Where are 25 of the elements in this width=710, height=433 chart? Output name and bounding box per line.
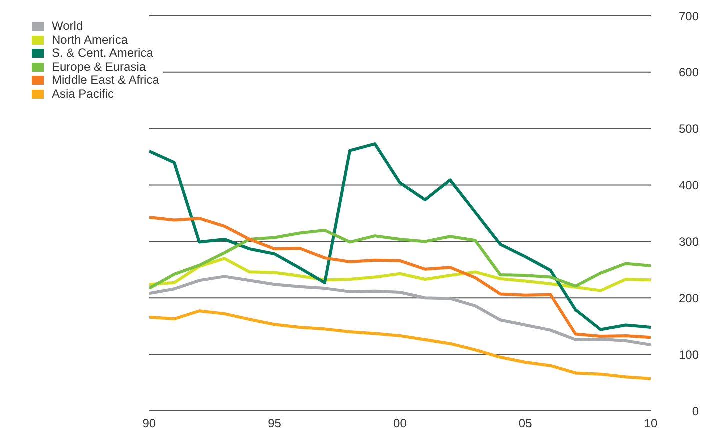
legend-label: World — [52, 19, 84, 34]
legend-label: Middle East & Africa — [52, 73, 160, 88]
line-series — [149, 216, 651, 340]
legend-label: S. & Cent. America — [52, 46, 154, 60]
y-tick-label: 300 — [678, 234, 700, 249]
y-tick-label: 0 — [692, 404, 700, 418]
y-tick-label: 600 — [678, 66, 700, 80]
y-tick-label: 100 — [678, 348, 700, 362]
legend-label: Asia Pacific — [52, 86, 114, 101]
x-tick-label: 10 — [644, 416, 658, 431]
x-tick-label: 05 — [518, 416, 533, 431]
legend-label: North America — [52, 32, 128, 47]
x-tick-label: 95 — [268, 416, 282, 431]
line-series — [149, 142, 651, 332]
x-tick-label: 00 — [394, 416, 408, 431]
line-series — [149, 257, 651, 292]
line-series — [149, 310, 651, 380]
x-tick-label: 90 — [142, 416, 156, 431]
line-series — [149, 275, 651, 346]
y-tick-label: 200 — [678, 291, 700, 306]
y-tick-label: 400 — [678, 178, 700, 193]
y-tick-label: 500 — [678, 122, 700, 136]
y-tick-label: 700 — [678, 9, 700, 24]
line-series — [149, 228, 651, 290]
legend-label: Europe & Eurasia — [52, 60, 146, 74]
